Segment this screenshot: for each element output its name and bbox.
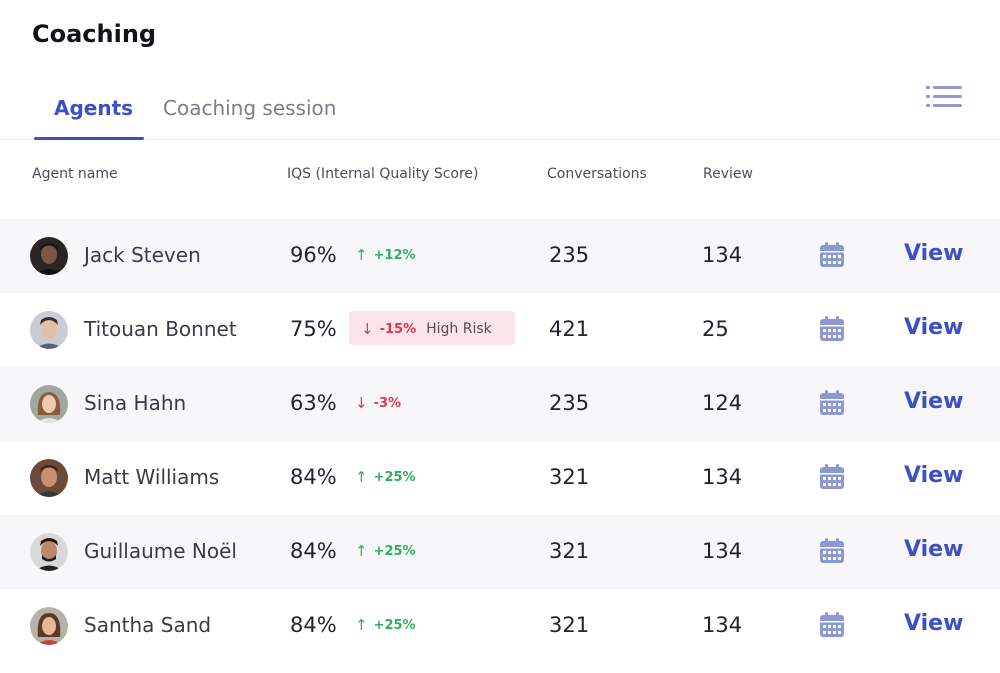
view-button[interactable]: View (904, 537, 964, 562)
agent-name[interactable]: Titouan Bonnet (84, 317, 237, 341)
iqs-trend: ↑ +25% (355, 542, 416, 560)
avatar (30, 237, 68, 275)
list-icon[interactable] (926, 84, 962, 110)
calendar-icon[interactable] (818, 241, 846, 269)
view-button[interactable]: View (904, 389, 964, 414)
table-row[interactable]: Santha Sand 84% ↑ +25% 321 134 View (0, 589, 1000, 663)
tab-bar: Agents Coaching session (0, 90, 1000, 140)
view-button[interactable]: View (904, 463, 964, 488)
calendar-icon[interactable] (818, 389, 846, 417)
conversations-count: 321 (549, 465, 590, 489)
iqs-score: 84% (290, 465, 337, 489)
arrow-up-icon: ↑ (355, 246, 368, 264)
arrow-up-icon: ↑ (355, 616, 368, 634)
conversations-count: 235 (549, 391, 590, 415)
trend-value: +25% (373, 469, 416, 485)
view-button[interactable]: View (904, 241, 964, 266)
review-count: 134 (702, 243, 743, 267)
table-header: Agent name IQS (Internal Quality Score) … (0, 162, 1000, 190)
trend-value: -15% (379, 321, 417, 337)
agent-name[interactable]: Sina Hahn (84, 391, 187, 415)
conversations-count: 421 (549, 317, 590, 341)
column-header-agent-name[interactable]: Agent name (32, 166, 118, 182)
conversations-count: 321 (549, 539, 590, 563)
arrow-up-icon: ↑ (355, 468, 368, 486)
tab-agents[interactable]: Agents (54, 96, 134, 120)
trend-value: +12% (373, 247, 416, 263)
avatar (30, 385, 68, 423)
risk-badge (349, 311, 515, 345)
table-row[interactable]: Sina Hahn 63% ↓ -3% 235 124 View (0, 367, 1000, 441)
iqs-trend: ↓ -15% High Risk (361, 320, 492, 338)
trend-value: -3% (373, 395, 402, 411)
trend-value: +25% (373, 543, 416, 559)
column-header-conversations[interactable]: Conversations (547, 166, 647, 182)
arrow-up-icon: ↑ (355, 542, 368, 560)
calendar-icon[interactable] (818, 463, 846, 491)
calendar-icon[interactable] (818, 611, 846, 639)
trend-value: +25% (373, 617, 416, 633)
agent-name[interactable]: Guillaume Noël (84, 539, 237, 563)
page-title: Coaching (32, 20, 157, 48)
review-count: 124 (702, 391, 743, 415)
iqs-trend: ↑ +25% (355, 468, 416, 486)
arrow-down-icon: ↓ (355, 394, 368, 412)
agent-name[interactable]: Santha Sand (84, 613, 212, 637)
view-button[interactable]: View (904, 315, 964, 340)
risk-label: High Risk (426, 321, 492, 337)
tab-coaching-session[interactable]: Coaching session (163, 96, 337, 120)
avatar (30, 459, 68, 497)
table-row[interactable]: Matt Williams 84% ↑ +25% 321 134 View (0, 441, 1000, 515)
arrow-down-icon: ↓ (361, 320, 374, 338)
column-header-review[interactable]: Review (703, 166, 753, 182)
avatar (30, 311, 68, 349)
agents-table: Jack Steven 96% ↑ +12% 235 134 View Tito… (0, 219, 1000, 663)
avatar (30, 533, 68, 571)
review-count: 25 (702, 317, 729, 341)
iqs-score: 84% (290, 539, 337, 563)
conversations-count: 235 (549, 243, 590, 267)
iqs-score: 84% (290, 613, 337, 637)
conversations-count: 321 (549, 613, 590, 637)
review-count: 134 (702, 465, 743, 489)
iqs-trend: ↑ +25% (355, 616, 416, 634)
iqs-score: 96% (290, 243, 337, 267)
table-row[interactable]: Titouan Bonnet 75% ↓ -15% High Risk 421 … (0, 293, 1000, 367)
iqs-trend: ↓ -3% (355, 394, 401, 412)
review-count: 134 (702, 613, 743, 637)
active-tab-indicator (34, 137, 144, 140)
table-row[interactable]: Guillaume Noël 84% ↑ +25% 321 134 View (0, 515, 1000, 589)
column-header-iqs[interactable]: IQS (Internal Quality Score) (287, 166, 479, 182)
iqs-trend: ↑ +12% (355, 246, 416, 264)
calendar-icon[interactable] (818, 315, 846, 343)
review-count: 134 (702, 539, 743, 563)
agent-name[interactable]: Matt Williams (84, 465, 220, 489)
iqs-score: 63% (290, 391, 337, 415)
avatar (30, 607, 68, 645)
view-button[interactable]: View (904, 611, 964, 636)
calendar-icon[interactable] (818, 537, 846, 565)
iqs-score: 75% (290, 317, 337, 341)
table-row[interactable]: Jack Steven 96% ↑ +12% 235 134 View (0, 219, 1000, 293)
agent-name[interactable]: Jack Steven (84, 243, 201, 267)
